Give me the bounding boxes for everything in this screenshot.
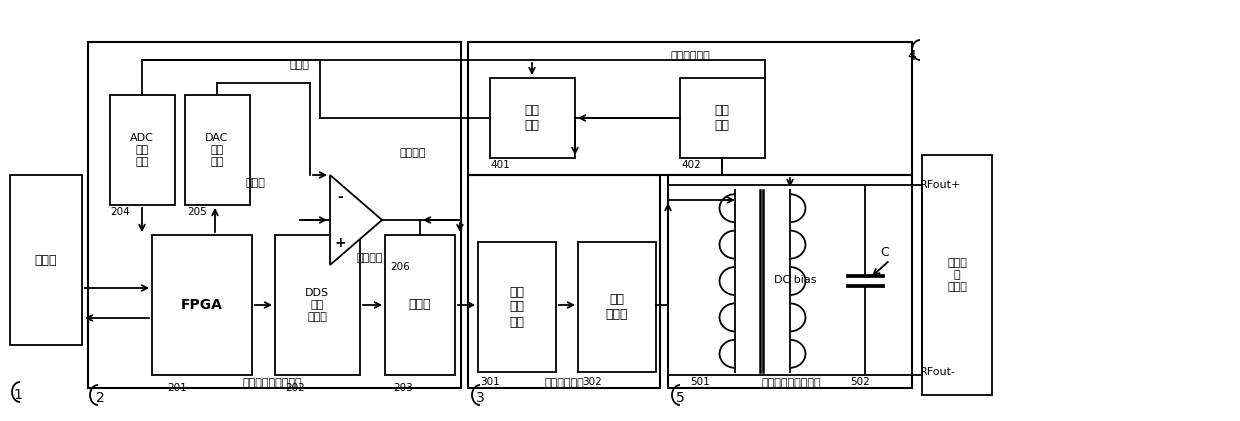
Bar [110,95,175,205]
Text: RFout+: RFout+ [920,180,961,190]
Text: 502: 502 [849,377,869,387]
Text: 501: 501 [689,377,709,387]
Text: 5: 5 [676,391,684,405]
Text: -: - [337,190,343,204]
Text: 2: 2 [95,391,104,405]
Bar [384,235,455,375]
Text: 302: 302 [582,377,601,387]
Text: 上位机: 上位机 [35,253,57,266]
Text: DDS
波形
发生器: DDS 波形 发生器 [305,288,329,322]
Bar [680,78,765,158]
Text: 设定值: 设定值 [246,178,265,188]
Text: 乘法器: 乘法器 [409,298,432,312]
Bar [153,235,252,375]
Text: 206: 206 [391,262,409,272]
Text: 功率
放大器: 功率 放大器 [606,293,629,321]
Text: 402: 402 [681,160,701,170]
Text: 1: 1 [14,388,22,402]
Text: 203: 203 [393,383,413,393]
Text: 升压与辅助调谐单元: 升压与辅助调谐单元 [761,378,821,388]
Text: 4: 4 [908,49,916,63]
Bar [477,242,556,372]
Text: 频率发生: 频率发生 [357,253,383,263]
Bar [490,78,575,158]
Bar [185,95,250,205]
Text: DAC
数模
转换: DAC 数模 转换 [206,133,228,167]
Bar [275,235,360,375]
Text: C: C [880,245,889,258]
Text: DC bias: DC bias [774,275,816,285]
Text: 401: 401 [490,160,510,170]
Text: 反馈值: 反馈值 [290,60,310,70]
Text: 射频
驱动
电路: 射频 驱动 电路 [510,285,525,328]
Text: 202: 202 [285,383,305,393]
Bar [10,175,82,345]
Bar [923,155,992,395]
Text: 3: 3 [476,391,485,405]
Bar [668,175,911,388]
Text: 301: 301 [480,377,500,387]
Text: 205: 205 [187,207,207,217]
Text: 控制与信号处理单元: 控制与信号处理单元 [242,378,301,388]
Text: FPGA: FPGA [181,298,223,312]
Bar [467,42,911,175]
Text: 采样检波单元: 采样检波单元 [670,51,709,61]
Text: 功率放大单元: 功率放大单元 [544,378,584,388]
Bar [578,242,656,372]
Text: RFout-: RFout- [920,367,956,377]
Text: 射频
采样: 射频 采样 [714,104,729,132]
Text: 204: 204 [110,207,130,217]
Text: 峰值
检波: 峰值 检波 [525,104,539,132]
Text: ADC
模数
转换: ADC 模数 转换 [130,133,154,167]
Text: 四级杆
或
多级杆: 四级杆 或 多级杆 [947,258,967,292]
Bar [88,42,461,388]
Text: 201: 201 [167,383,187,393]
Text: +: + [335,236,346,250]
Polygon shape [330,175,382,265]
Bar [467,175,660,388]
Text: 幅度调节: 幅度调节 [401,148,427,158]
